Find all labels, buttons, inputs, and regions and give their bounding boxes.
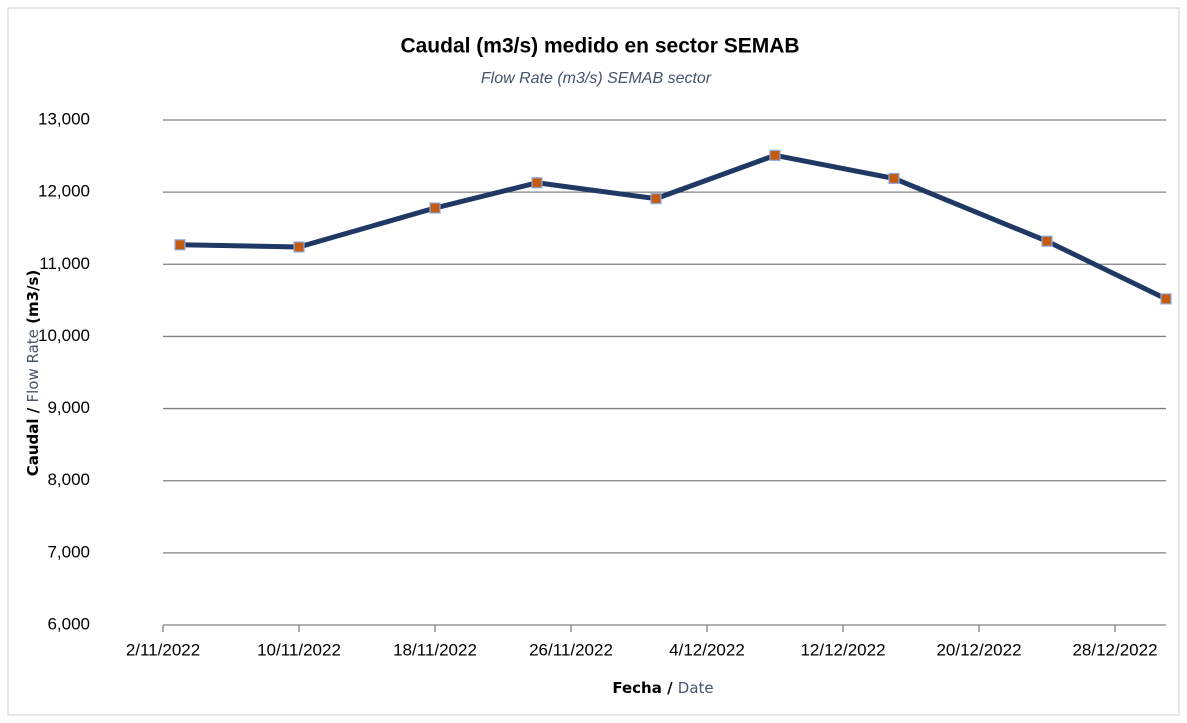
data-point xyxy=(429,202,441,214)
y-tick-label: 12,000 xyxy=(38,182,90,201)
data-point xyxy=(888,172,900,185)
y-tick-label: 10,000 xyxy=(38,326,90,345)
x-tick-label: 28/12/2022 xyxy=(1072,640,1157,659)
data-point xyxy=(1041,235,1053,247)
x-tick-label: 20/12/2022 xyxy=(936,640,1021,659)
chart-border xyxy=(7,7,1180,716)
x-tick-label: 12/12/2022 xyxy=(800,640,885,659)
x-tick-label: 4/12/2022 xyxy=(669,640,745,659)
data-point xyxy=(650,193,662,205)
y-tick-label: 8,000 xyxy=(47,470,90,489)
chart-subtitle: Flow Rate (m3/s) SEMAB sector xyxy=(481,70,712,87)
y-tick-label: 7,000 xyxy=(47,542,90,561)
data-point xyxy=(531,177,543,189)
x-tick-label: 10/11/2022 xyxy=(257,640,341,659)
x-tick-label: 26/11/2022 xyxy=(529,640,613,659)
y-label-part: (m3/s) xyxy=(24,270,42,324)
data-point xyxy=(293,241,305,253)
x-tick-label: 2/11/2022 xyxy=(126,640,200,659)
y-tick-label: 11,000 xyxy=(39,254,90,273)
y-axis-label: Caudal / Flow Rate (m3/s) xyxy=(24,270,42,477)
y-label-part: Caudal / xyxy=(24,407,42,476)
y-label-part: Flow Rate xyxy=(24,329,42,402)
x-label-part: Fecha / xyxy=(612,679,673,697)
y-tick-label: 13,000 xyxy=(38,109,90,128)
x-label-part: Date xyxy=(678,679,714,697)
x-axis-label: Fecha / Date xyxy=(612,679,713,697)
y-tick-label: 6,000 xyxy=(47,614,90,633)
chart-title: Caudal (m3/s) medido en sector SEMAB xyxy=(400,35,799,58)
data-point xyxy=(174,239,186,251)
y-tick-label: 9,000 xyxy=(47,398,90,417)
x-tick-label: 18/11/2022 xyxy=(393,640,477,659)
data-point xyxy=(1160,293,1172,305)
data-point xyxy=(769,149,781,161)
